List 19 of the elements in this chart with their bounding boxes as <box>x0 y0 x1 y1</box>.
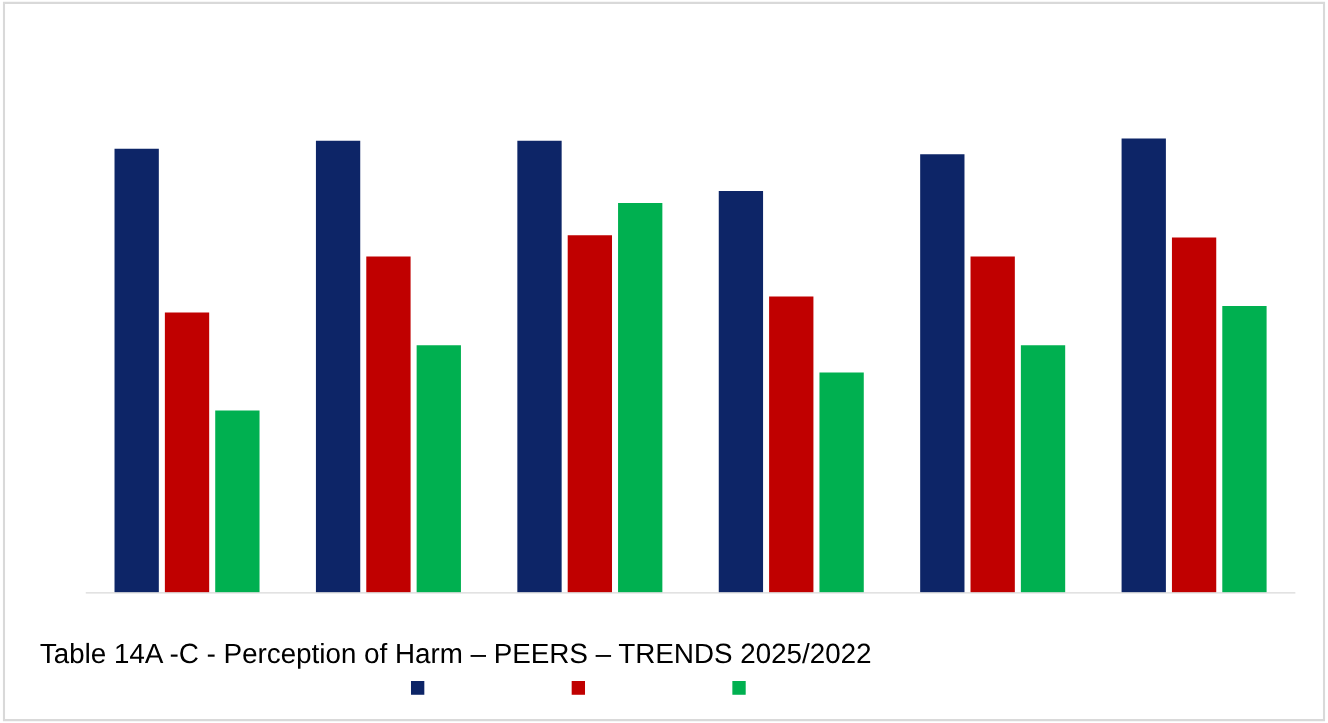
bar <box>1020 345 1066 593</box>
bar <box>215 410 260 593</box>
bar <box>517 140 562 593</box>
bar <box>718 191 764 593</box>
bar <box>769 296 814 593</box>
bar <box>164 312 210 593</box>
bar <box>1171 237 1217 593</box>
bar <box>315 140 361 593</box>
bar <box>970 256 1015 593</box>
bar <box>1121 138 1166 593</box>
bar <box>618 202 663 593</box>
bar <box>1222 306 1267 593</box>
bar <box>819 372 864 593</box>
bar <box>114 148 159 593</box>
bar <box>416 345 461 593</box>
bar <box>920 154 965 593</box>
text: Table 14A -C - Perception of Harm – PEERS – TRENDS 2025/2022 <box>40 642 871 669</box>
bar <box>366 256 411 593</box>
bar <box>567 235 613 593</box>
